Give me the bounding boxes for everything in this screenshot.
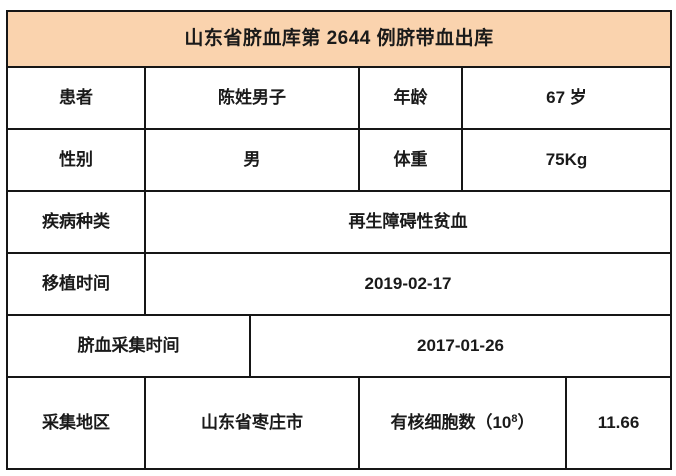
age-label: 年龄 [360,68,463,128]
age-value: 67 岁 [546,87,587,107]
nucleated-cell-count-label-suffix: ） [517,412,535,432]
record-table: 山东省脐血库第 2644 例脐带血出库 患者 陈姓男子 年龄 67 岁 性别 男… [6,10,672,470]
table-row-patient: 患者 陈姓男子 年龄 67 岁 [8,68,670,130]
collection-region-label: 采集地区 [8,378,146,468]
table-title: 山东省脐血库第 2644 例脐带血出库 [184,27,494,49]
transplant-date-value: 2019-02-17 [364,273,452,293]
nucleated-cell-count-value: 11.66 [597,412,640,432]
table-row-gender: 性别 男 体重 75Kg [8,130,670,192]
collection-date-label: 脐血采集时间 [8,316,251,376]
weight-value: 75Kg [545,149,588,169]
table-row-transplant-date: 移植时间 2019-02-17 [8,254,670,316]
patient-label: 患者 [8,68,146,128]
gender-value: 男 [146,130,360,190]
disease-value: 再生障碍性贫血 [348,211,468,231]
table-row-disease: 疾病种类 再生障碍性贫血 [8,192,670,254]
weight-label: 体重 [360,130,463,190]
gender-label: 性别 [8,130,146,190]
patient-value: 陈姓男子 [146,68,360,128]
table-row-region-cells: 采集地区 山东省枣庄市 有核细胞数（10 8） 11.66 [8,378,670,468]
nucleated-cell-count-label: 有核细胞数（10 8） [360,378,567,468]
collection-region-value: 山东省枣庄市 [146,378,360,468]
transplant-date-label: 移植时间 [8,254,146,314]
collection-date-value: 2017-01-26 [417,335,504,355]
table-title-row: 山东省脐血库第 2644 例脐带血出库 [8,12,670,68]
table-row-collection-date: 脐血采集时间 2017-01-26 [8,316,670,378]
disease-label: 疾病种类 [8,192,146,252]
nucleated-cell-count-label-prefix: 有核细胞数（10 [390,412,512,432]
